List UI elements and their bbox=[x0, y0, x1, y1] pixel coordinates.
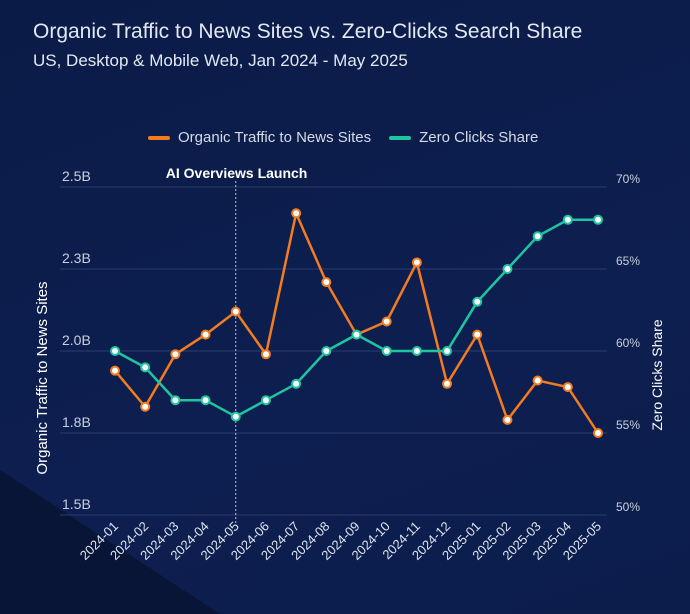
data-point[interactable] bbox=[442, 378, 453, 389]
background-shape bbox=[0, 470, 220, 614]
data-point[interactable] bbox=[230, 411, 241, 422]
data-point[interactable] bbox=[321, 277, 332, 288]
data-point[interactable] bbox=[593, 214, 603, 225]
data-point[interactable] bbox=[170, 395, 181, 406]
chart-title: Organic Traffic to News Sites vs. Zero-C… bbox=[33, 20, 583, 43]
y2-tick-label: 55% bbox=[616, 418, 640, 432]
data-point[interactable] bbox=[502, 264, 513, 274]
legend: Organic Traffic to News Sites Zero Click… bbox=[148, 129, 538, 146]
data-point[interactable] bbox=[532, 231, 543, 242]
y-tick-label: 2.0B bbox=[62, 332, 91, 348]
data-point[interactable] bbox=[411, 257, 422, 268]
y-tick-label: 2.5B bbox=[62, 168, 91, 184]
data-point[interactable] bbox=[291, 378, 302, 389]
y-axis-label: Organic Traffic to News Sites bbox=[34, 281, 51, 474]
data-point[interactable] bbox=[200, 329, 211, 340]
series-line-1 bbox=[114, 218, 598, 419]
data-point[interactable] bbox=[472, 296, 483, 307]
data-point[interactable] bbox=[110, 365, 120, 376]
y-tick-label: 2.3B bbox=[62, 250, 91, 266]
data-point[interactable] bbox=[562, 382, 573, 393]
y-tick-label: 1.8B bbox=[62, 414, 91, 430]
y2-tick-label: 65% bbox=[616, 254, 640, 268]
legend-item-zero-clicks[interactable]: Zero Clicks Share bbox=[389, 129, 538, 146]
data-point[interactable] bbox=[260, 395, 271, 406]
data-point[interactable] bbox=[411, 346, 422, 356]
y2-tick-label: 60% bbox=[616, 336, 640, 350]
data-point[interactable] bbox=[442, 346, 453, 356]
data-point[interactable] bbox=[200, 395, 211, 406]
data-point[interactable] bbox=[291, 208, 302, 219]
data-point[interactable] bbox=[140, 362, 151, 373]
data-point[interactable] bbox=[532, 375, 543, 386]
data-point[interactable] bbox=[140, 401, 151, 412]
y2-tick-label: 70% bbox=[616, 172, 640, 186]
data-point[interactable] bbox=[502, 414, 513, 425]
chart-subtitle: US, Desktop & Mobile Web, Jan 2024 - May… bbox=[33, 51, 408, 70]
legend-swatch bbox=[148, 135, 170, 140]
annotation-label: AI Overviews Launch bbox=[166, 165, 308, 181]
y-tick-label: 1.5B bbox=[62, 496, 91, 512]
legend-item-organic[interactable]: Organic Traffic to News Sites bbox=[148, 129, 371, 146]
data-point[interactable] bbox=[381, 316, 392, 327]
data-point[interactable] bbox=[321, 346, 332, 356]
data-point[interactable] bbox=[170, 349, 181, 360]
y2-axis-label: Zero Clicks Share bbox=[649, 319, 665, 430]
data-point[interactable] bbox=[110, 346, 120, 356]
data-point[interactable] bbox=[260, 349, 271, 360]
data-point[interactable] bbox=[562, 214, 573, 225]
data-point[interactable] bbox=[593, 428, 603, 438]
legend-swatch bbox=[389, 135, 412, 140]
legend-label: Organic Traffic to News Sites bbox=[178, 129, 372, 146]
data-point[interactable] bbox=[351, 329, 362, 340]
data-point[interactable] bbox=[472, 329, 483, 340]
y2-tick-label: 50% bbox=[616, 500, 640, 514]
data-point[interactable] bbox=[230, 306, 241, 317]
data-point[interactable] bbox=[381, 346, 392, 356]
legend-label: Zero Clicks Share bbox=[419, 129, 539, 146]
